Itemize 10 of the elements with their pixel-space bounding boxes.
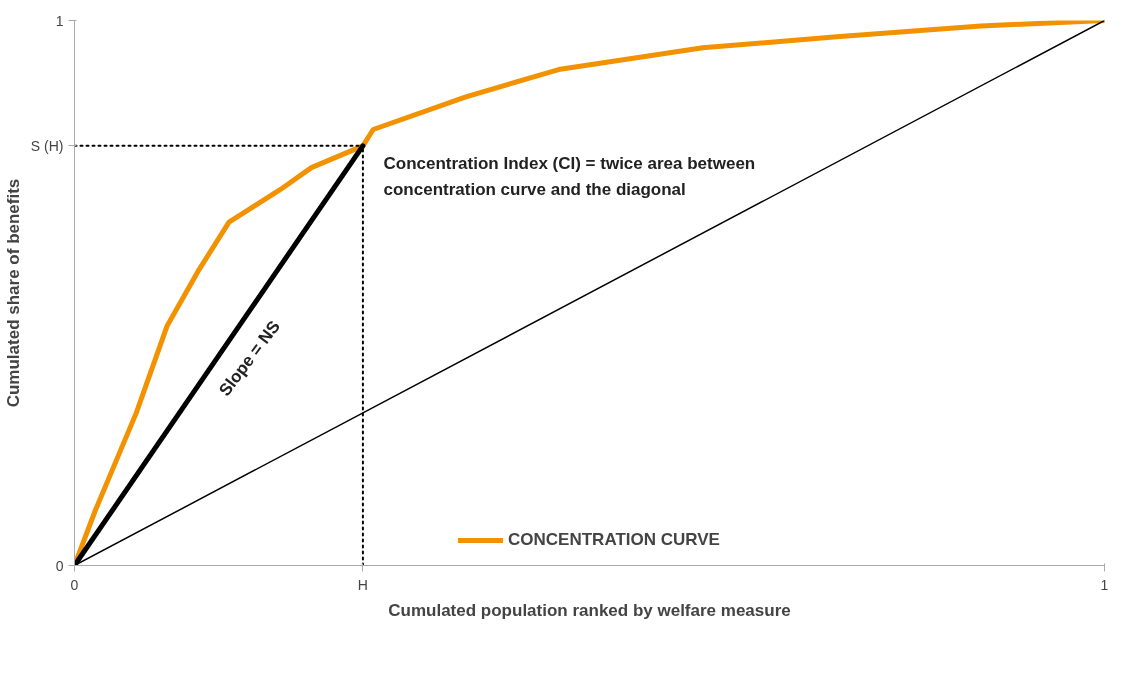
y-axis-title: Cumulated share of benefits xyxy=(3,178,23,408)
y-tick-label: S (H) xyxy=(30,137,64,154)
x-tick-label: 0 xyxy=(70,576,79,593)
y-tick-label: 0 xyxy=(55,557,64,574)
x-axis-title: Cumulated population ranked by welfare measure xyxy=(388,600,791,620)
x-tick-label: H xyxy=(357,576,368,593)
x-tick-label: 1 xyxy=(1100,576,1109,593)
annotation: Concentration Index (CI) = twice area between concentration curve and the diagonal xyxy=(383,154,756,199)
y-tick-label: 1 xyxy=(55,12,64,29)
legend-label: CONCENTRATION CURVE xyxy=(508,530,720,550)
